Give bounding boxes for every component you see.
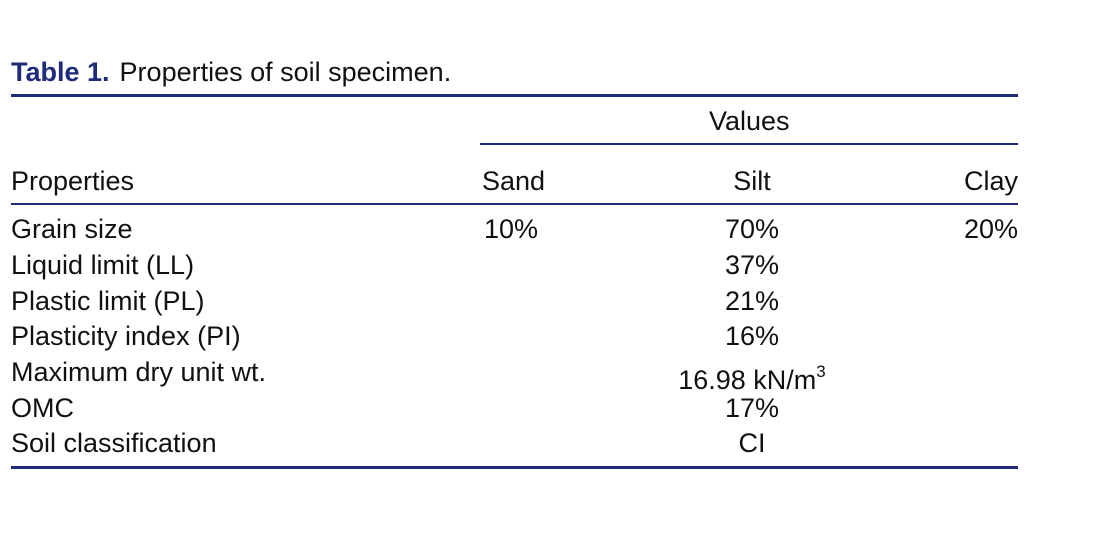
values-group-header: Values	[709, 106, 790, 136]
row-label-max-dry-unit-wt: Maximum dry unit wt.	[11, 357, 267, 387]
cell-plasticity-index: 16%	[724, 321, 780, 351]
max-dry-unit-wt-superscript: 3	[816, 362, 826, 381]
cell-soil-classification: CI	[738, 428, 766, 458]
cell-plastic-limit: 21%	[724, 286, 780, 316]
cell-grain-size-silt: 70%	[724, 214, 780, 244]
cell-omc: 17%	[724, 393, 780, 423]
column-header-properties: Properties	[11, 166, 135, 196]
row-label-soil-classification: Soil classification	[11, 428, 217, 458]
column-header-clay: Clay	[963, 166, 1018, 196]
row-label-liquid-limit: Liquid limit (LL)	[11, 250, 195, 280]
header-rule	[11, 203, 1018, 205]
cell-grain-size-clay: 20%	[963, 214, 1018, 244]
max-dry-unit-wt-value: 16.98 kN/m	[678, 365, 817, 395]
caption-label: Table 1.	[11, 57, 110, 87]
cell-liquid-limit: 37%	[724, 250, 780, 280]
column-header-sand: Sand	[482, 166, 546, 196]
bottom-rule	[11, 466, 1018, 469]
row-label-plastic-limit: Plastic limit (PL)	[11, 286, 205, 316]
top-rule	[11, 94, 1018, 97]
values-group-rule	[480, 143, 1018, 145]
cell-max-dry-unit-wt: 16.98 kN/m3	[678, 355, 826, 397]
caption-text: Properties of soil specimen.	[119, 57, 452, 87]
row-label-plasticity-index: Plasticity index (PI)	[11, 321, 241, 351]
table-caption: Table 1. Properties of soil specimen.	[11, 54, 451, 90]
cell-grain-size-sand: 10%	[484, 214, 539, 244]
column-header-silt: Silt	[733, 166, 771, 196]
row-label-grain-size: Grain size	[11, 214, 133, 244]
row-label-omc: OMC	[11, 393, 74, 423]
